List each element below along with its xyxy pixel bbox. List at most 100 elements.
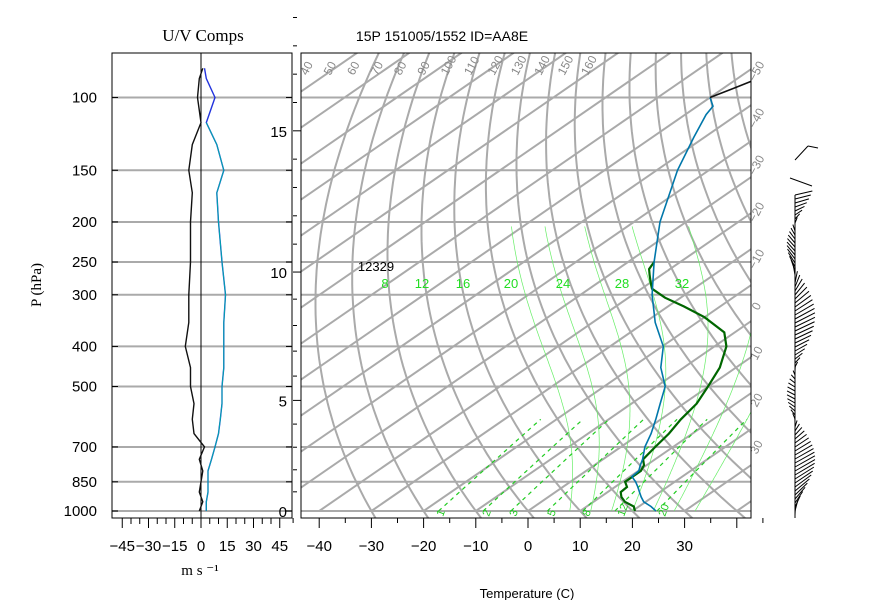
- dry-adiabat: [705, 53, 751, 224]
- dry-adiabat: [799, 0, 887, 520]
- dry-adiabat: [680, 53, 751, 284]
- isotherm-label: −30: [746, 153, 768, 178]
- skew-t-frame: [300, 52, 752, 519]
- temperature-tick-label: 30: [676, 538, 693, 555]
- mixing-ratio-label: 3: [508, 508, 521, 518]
- uv-x-tick-labels: −45 −30 −15 0 15 30 45: [110, 518, 288, 555]
- wind-barb: [790, 409, 796, 416]
- dry-adiabat: [386, 53, 483, 518]
- dry-adiabat: [753, 0, 887, 520]
- pressure-tick-labels: 501001502002503004005007008501000: [64, 89, 292, 520]
- wind-barb: [787, 238, 796, 248]
- isotherm: [301, 67, 751, 381]
- isotherm: [301, 53, 725, 345]
- wind-barb: [794, 470, 813, 484]
- wind-barb: [794, 455, 816, 468]
- isotherm: [370, 247, 751, 512]
- theta-e-label: 16: [456, 276, 470, 291]
- isotherm: [301, 53, 464, 165]
- wind-barb: [794, 321, 815, 332]
- dry-adiabats: [314, 0, 887, 520]
- dry-adiabat: [453, 53, 588, 518]
- moist-adiabat: [631, 226, 667, 512]
- wind-barb: [794, 312, 816, 324]
- mixing-ratio-label: 5: [546, 508, 559, 518]
- theta-label: 90: [414, 59, 433, 78]
- dry-adiabat: [601, 53, 751, 435]
- theta-e-label: 20: [504, 276, 518, 291]
- wind-barb: [794, 286, 808, 300]
- mixing-ratio-line: [482, 418, 584, 512]
- pressure-tick-label: 500: [72, 379, 97, 396]
- temperature-tick-label: −10: [463, 538, 488, 555]
- pressure-tick-label: 850: [72, 474, 97, 491]
- theta-label: 70: [367, 59, 386, 78]
- uv-x-tick-label: 0: [197, 538, 205, 555]
- isotherm: [301, 139, 751, 453]
- isotherm: [527, 355, 751, 512]
- height-km-label: 15: [270, 124, 287, 141]
- uv-series-group: [184, 68, 227, 512]
- pressure-tick-label: 300: [72, 287, 97, 304]
- moist-adiabat: [673, 330, 751, 512]
- uv-x-tick-label: −15: [162, 538, 187, 555]
- dry-adiabat: [573, 53, 751, 480]
- wind-barb: [789, 405, 796, 412]
- wind-barb: [787, 248, 796, 260]
- isotherm-label: 20: [747, 391, 766, 410]
- wind-barb: [794, 478, 810, 492]
- wind-barb: [787, 234, 796, 244]
- wind-barb: [794, 330, 813, 340]
- wind-barb: [788, 382, 796, 388]
- wind-barb: [794, 198, 810, 204]
- wind-barb: [794, 316, 816, 328]
- wind-barb: [794, 448, 814, 460]
- wind-barb: [786, 241, 796, 252]
- pressure-tick-label: 250: [72, 254, 97, 271]
- wind-barb: [794, 206, 805, 212]
- wind-barb: [794, 348, 806, 356]
- mixing-ratio-line: [656, 418, 748, 512]
- temperature-tick-label: −40: [306, 538, 331, 555]
- wind-barb: [794, 459, 816, 472]
- wind-barb: [794, 433, 807, 444]
- mixing-ratio-line: [582, 418, 678, 512]
- wind-barb: [789, 177, 813, 187]
- theta-label: 60: [344, 59, 363, 78]
- temperature-tick-label: 10: [572, 538, 589, 555]
- pressure-tick-label: 200: [72, 214, 97, 231]
- pressure-tick-label: 150: [72, 162, 97, 179]
- wind-barb: [794, 274, 801, 288]
- isotherm: [301, 53, 516, 201]
- isotherm-label: −40: [746, 106, 768, 131]
- uv-components-panel: U/V Comps P (hPa) m s ⁻¹ 501001502002503…: [29, 26, 293, 579]
- height-km-label: 5: [279, 393, 287, 410]
- dry-adiabat: [628, 53, 751, 387]
- wind-barb: [794, 427, 803, 436]
- temperature-tick-label: −30: [359, 538, 384, 555]
- moist-adiabat: [511, 226, 573, 512]
- dry-adiabat: [821, 0, 887, 520]
- wind-barb: [786, 394, 796, 400]
- uv-x-tick-label: 15: [219, 538, 236, 555]
- theta-label: 130: [508, 53, 530, 78]
- height-km-label: 0: [279, 504, 287, 521]
- dry-adiabat: [420, 53, 536, 518]
- theta-e-label: 32: [675, 276, 689, 291]
- pressure-tick-label: 700: [72, 439, 97, 456]
- mixing-ratio-line: [510, 418, 610, 512]
- isobars: [301, 96, 751, 512]
- mixing-ratio-label: 12: [616, 502, 631, 518]
- mixing-ratio-label: 2: [481, 508, 494, 518]
- isotherm: [579, 391, 751, 512]
- wind-barb: [790, 374, 796, 380]
- moist-adiabat: [652, 226, 709, 512]
- wind-barb: [794, 343, 808, 352]
- mixing-ratio-label: 1: [435, 508, 448, 518]
- wind-barb: [794, 437, 810, 448]
- skew-t-annotation: 12329: [358, 259, 394, 274]
- isotherm: [423, 283, 751, 512]
- dry-adiabat: [484, 53, 641, 518]
- wind-barb: [794, 339, 810, 348]
